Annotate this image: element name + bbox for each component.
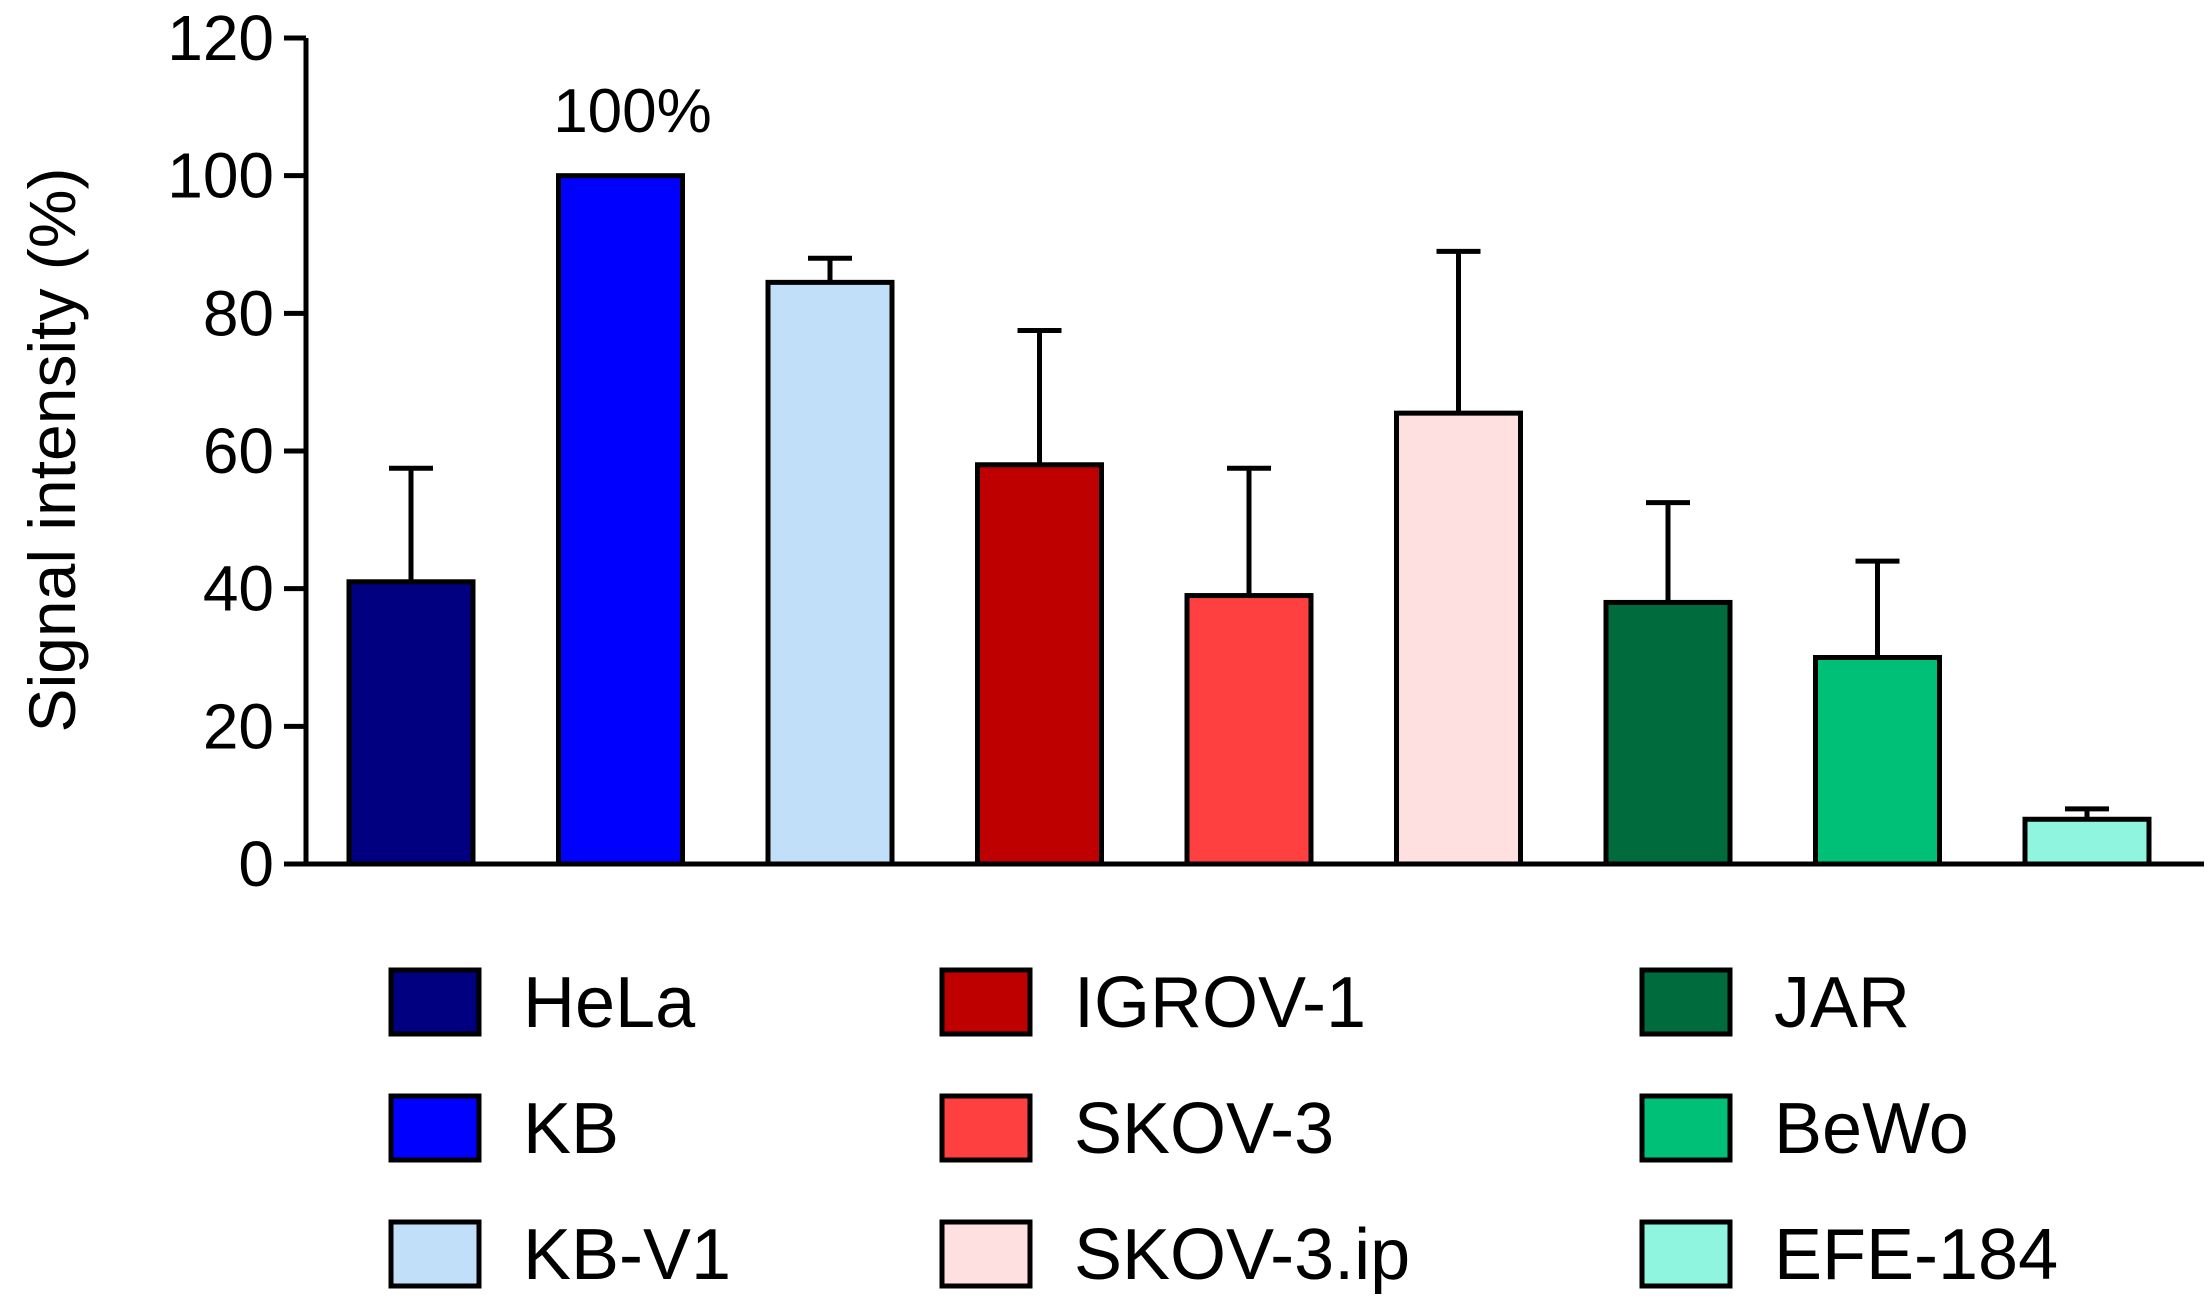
annotation-label: 100% [553, 77, 712, 146]
legend-swatch-jar [1639, 967, 1733, 1037]
bar-jar [1603, 599, 1733, 867]
legend-swatch-igrov-1 [939, 967, 1033, 1037]
bar-efe-184 [2022, 816, 2152, 867]
bar-igrov-1 [975, 462, 1104, 867]
y-axis-title: Signal intensity (%) [15, 168, 89, 733]
y-tick-label: 80 [203, 277, 274, 349]
legend-label-bewo: BeWo [1774, 1089, 1969, 1169]
bar-kb-v1 [765, 279, 895, 867]
legend-label-hela: HeLa [523, 963, 696, 1043]
bar-bewo [1813, 655, 1942, 867]
legend-swatch-hela [388, 967, 482, 1037]
legend-swatch-kb-v1 [388, 1219, 482, 1289]
legend: HeLa KB KB-V1 IGROV-1 SKOV-3 SKOV-3.ip JAR BeWo… [388, 963, 2058, 1295]
y-tick-label: 60 [203, 415, 274, 487]
y-tick-label: 120 [167, 2, 274, 74]
legend-swatch-kb [388, 1093, 482, 1163]
bar-kb [556, 173, 685, 867]
annotations-group: 100% [553, 77, 712, 146]
legend-label-kb: KB [523, 1089, 619, 1169]
y-tick-label: 20 [203, 690, 274, 762]
legend-label-igrov-1: IGROV-1 [1074, 963, 1366, 1043]
y-tick-label: 0 [238, 828, 274, 900]
y-axis-ticks: 0 20 40 60 80 100 120 [167, 2, 306, 900]
bar-skov-3-ip [1394, 410, 1523, 867]
legend-label-efe-184: EFE-184 [1774, 1215, 2058, 1295]
legend-swatch-skov-3-ip [939, 1219, 1033, 1289]
legend-label-jar: JAR [1774, 963, 1910, 1043]
legend-swatch-efe-184 [1639, 1219, 1733, 1289]
legend-swatch-skov-3 [939, 1093, 1033, 1163]
y-tick-label: 40 [203, 553, 274, 625]
y-tick-label: 100 [167, 140, 274, 212]
legend-label-skov-3: SKOV-3 [1074, 1089, 1334, 1169]
bar-hela [346, 579, 476, 867]
bars-group [346, 173, 2152, 867]
bar-skov-3 [1184, 593, 1314, 867]
legend-label-skov-3-ip: SKOV-3.ip [1074, 1215, 1410, 1295]
legend-swatch-bewo [1639, 1093, 1733, 1163]
legend-label-kb-v1: KB-V1 [523, 1215, 731, 1295]
